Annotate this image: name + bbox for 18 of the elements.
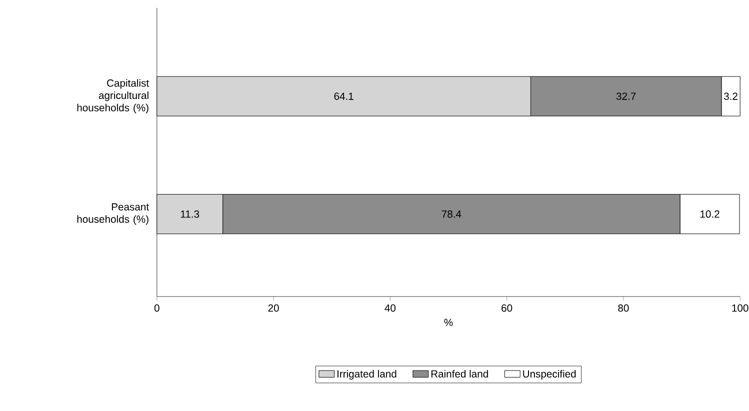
x-tick-label: 40 [384,304,396,312]
x-tick-label: 0 [154,304,160,312]
x-tick-label: 60 [502,304,512,312]
x-tick-label: 20 [268,304,279,312]
data-label: 11.3 [180,210,200,218]
y-tick-label: Peasant households (%) [77,203,149,225]
x-tick-label: 80 [618,304,629,312]
x-axis-title: % [444,318,453,326]
data-label: 64.1 [334,92,354,100]
legend-label: Rainfed land [431,370,488,378]
legend-label: Irrigated land [338,370,396,380]
legend-label: Unspecified [523,370,576,380]
y-tick-label: Capitalist agricultural households (%) [77,79,149,114]
data-label: 3.2 [724,92,738,100]
x-tick-label: 100 [732,304,748,312]
data-label: 32.7 [616,92,636,100]
data-label: 78.4 [442,210,462,218]
data-label: 10.2 [700,210,720,218]
